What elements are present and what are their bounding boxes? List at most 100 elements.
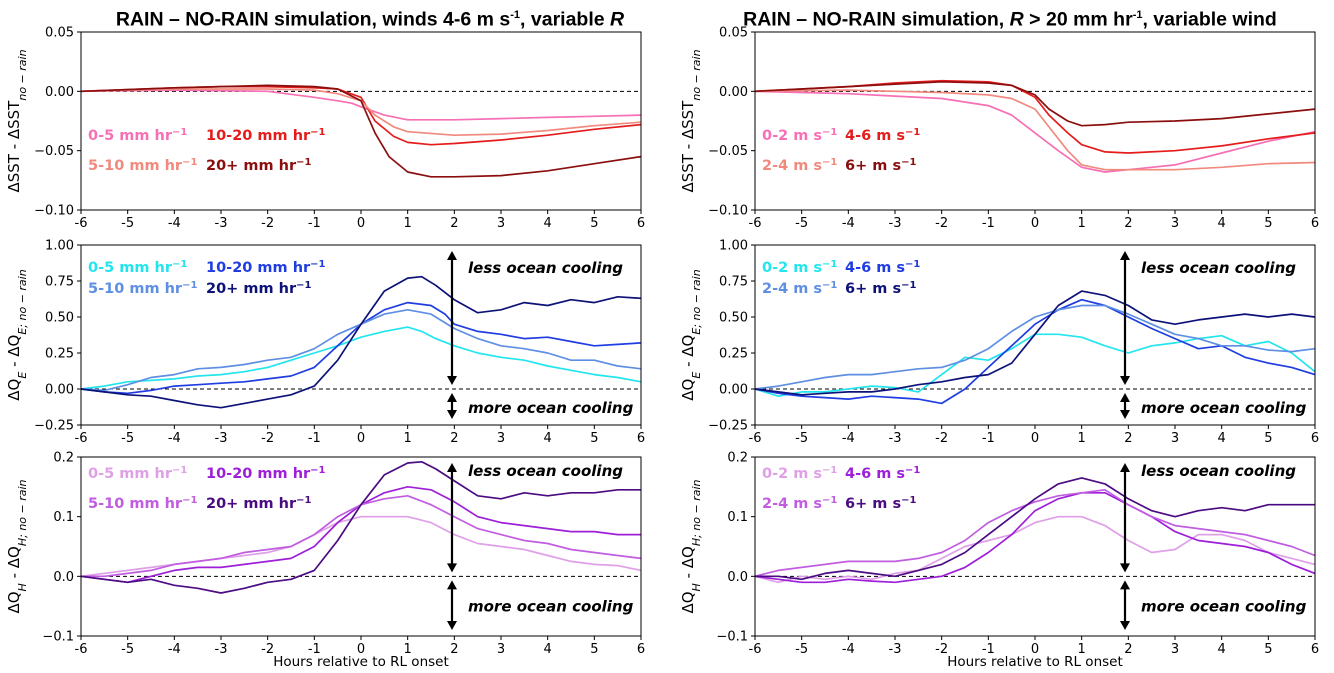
y-tick-label: 0.00 — [719, 85, 748, 100]
less-cooling-label: less ocean cooling — [1141, 462, 1296, 480]
y-axis-label: ΔQH - ΔQH; no − rain — [5, 479, 29, 613]
y-tick-label: 1.00 — [719, 239, 748, 254]
series-line-1 — [754, 491, 1316, 584]
series-line-3 — [754, 290, 1316, 396]
x-tick-label: -2 — [935, 642, 948, 657]
x-tick-label: 1 — [404, 216, 412, 231]
x-tick-label: -5 — [795, 216, 808, 231]
y-axis-label: ΔSST - ΔSSTno − rain — [5, 49, 29, 192]
series-line-1 — [80, 301, 642, 395]
y-tick-label: 0.00 — [45, 383, 74, 398]
title-left-sup: -1 — [510, 9, 521, 21]
x-tick-label: 6 — [637, 216, 645, 231]
x-tick-label: 0 — [357, 431, 365, 446]
x-tick-label: 0 — [357, 642, 365, 657]
x-tick-label: 2 — [1124, 216, 1132, 231]
x-tick-label: 4 — [1218, 431, 1226, 446]
x-tick-label: 0 — [1031, 642, 1039, 657]
y-tick-label: −0.25 — [34, 419, 74, 434]
up-arrowhead — [447, 251, 457, 260]
series-line-2 — [80, 88, 642, 137]
down-arrowhead — [1120, 621, 1130, 630]
title-right-italic: R — [1009, 8, 1024, 31]
series-line-0 — [754, 90, 1316, 173]
cooling-arrows — [1120, 463, 1130, 630]
x-tick-label: 2 — [450, 431, 458, 446]
x-tick-label: -2 — [935, 431, 948, 446]
up-arrow-tail — [1120, 563, 1130, 573]
y-tick-label: 1.00 — [45, 239, 74, 254]
x-tick-label: -3 — [215, 216, 228, 231]
x-tick-label: 4 — [544, 216, 552, 231]
x-tick-label: 1 — [1078, 642, 1086, 657]
y-tick-label: 0.25 — [719, 347, 748, 362]
x-tick-label: -5 — [121, 431, 134, 446]
x-tick-label: -2 — [261, 642, 274, 657]
series-line-2 — [754, 304, 1316, 390]
legend-entry-1: 4-6 m s−1 — [845, 259, 920, 277]
cooling-arrows — [447, 463, 457, 630]
y-tick-label: 0.05 — [45, 26, 74, 41]
up-arrowhead — [1120, 251, 1130, 260]
legend-entry-1: 10-20 mm hr−1 — [206, 259, 326, 277]
y-axis-label: ΔQE - ΔQE; no − rain — [679, 269, 703, 400]
down-arrow-tail — [447, 393, 457, 402]
y-tick-label: 0.50 — [719, 311, 748, 326]
x-tick-label: 4 — [1218, 642, 1226, 657]
up-arrow-tail — [447, 376, 457, 385]
x-tick-label: 6 — [637, 642, 645, 657]
y-tick-label: 0.00 — [45, 85, 74, 100]
title-right-mid: > 20 mm hr — [1023, 8, 1133, 31]
x-tick-label: 5 — [590, 431, 598, 446]
legend-entry-3: 6+ m s−1 — [845, 157, 916, 175]
y-tick-label: −0.1 — [716, 630, 748, 645]
x-tick-label: -1 — [308, 642, 321, 657]
title-left-mid: , variable — [520, 8, 611, 31]
x-tick-label: -3 — [215, 642, 228, 657]
x-tick-label: 5 — [590, 642, 598, 657]
series-line-0 — [80, 89, 642, 121]
panel-sst-wind: -6 -5 -4 -3 -2 -1 0 1 2 3 4 5 6 −0.10 −0.05 0.00 0.05 ΔSS… — [679, 26, 1319, 232]
x-tick-label: -2 — [935, 216, 948, 231]
x-tick-label: 3 — [497, 642, 505, 657]
legend-entry-0: 0-5 mm hr−1 — [88, 465, 187, 483]
x-tick-label: -4 — [168, 431, 181, 446]
legend-entry-2: 2-4 m s−1 — [762, 157, 837, 175]
less-cooling-label: less ocean cooling — [1141, 259, 1296, 277]
x-tick-label: 5 — [1264, 216, 1272, 231]
x-tick-label: -4 — [842, 431, 855, 446]
x-tick-label: -4 — [842, 216, 855, 231]
x-tick-label: -3 — [889, 642, 902, 657]
series-line-3 — [80, 275, 642, 409]
plot-frame — [754, 31, 1316, 211]
more-cooling-label: more ocean cooling — [468, 597, 634, 615]
up-arrow-tail — [1120, 376, 1130, 385]
series-line-0 — [754, 333, 1316, 398]
legend-entry-2: 5-10 mm hr−1 — [88, 280, 197, 298]
more-cooling-label: more ocean cooling — [1141, 597, 1307, 615]
y-tick-label: 0.05 — [719, 26, 748, 41]
series-line-2 — [754, 488, 1316, 578]
plot-frame — [80, 31, 642, 211]
panel-qh-rain: -6 -5 -4 -3 -2 -1 0 1 2 3 4 5 6 −0.1 0.0 0.1 0.2 ΔQH - ΔQ… — [5, 451, 645, 658]
panel-sst-rain: -6 -5 -4 -3 -2 -1 0 1 2 3 4 5 6 −0.10 −0.05 0.00 0.05 ΔSS… — [5, 26, 645, 232]
y-tick-label: −0.10 — [708, 204, 748, 219]
x-tick-label: -6 — [749, 431, 762, 446]
less-cooling-label: less ocean cooling — [468, 462, 623, 480]
legend-entry-2: 2-4 m s−1 — [762, 495, 837, 513]
y-tick-label: 0.1 — [53, 510, 74, 525]
legend-entry-2: 5-10 mm hr−1 — [88, 157, 197, 175]
x-tick-label: 3 — [1171, 431, 1179, 446]
legend-entry-1: 10-20 mm hr−1 — [206, 465, 326, 483]
x-tick-label: 3 — [497, 216, 505, 231]
x-tick-label: -1 — [982, 216, 995, 231]
y-axis-label: ΔQH - ΔQH; no − rain — [679, 479, 703, 613]
x-tick-label: -6 — [75, 642, 88, 657]
x-tick-label: 2 — [450, 642, 458, 657]
y-tick-label: −0.10 — [34, 204, 74, 219]
title-right-sup: -1 — [1132, 9, 1143, 21]
down-arrow-tail — [1120, 393, 1130, 402]
x-tick-label: -4 — [168, 642, 181, 657]
legend-entry-3: 20+ mm hr−1 — [206, 495, 312, 513]
x-tick-label: 0 — [1031, 431, 1039, 446]
